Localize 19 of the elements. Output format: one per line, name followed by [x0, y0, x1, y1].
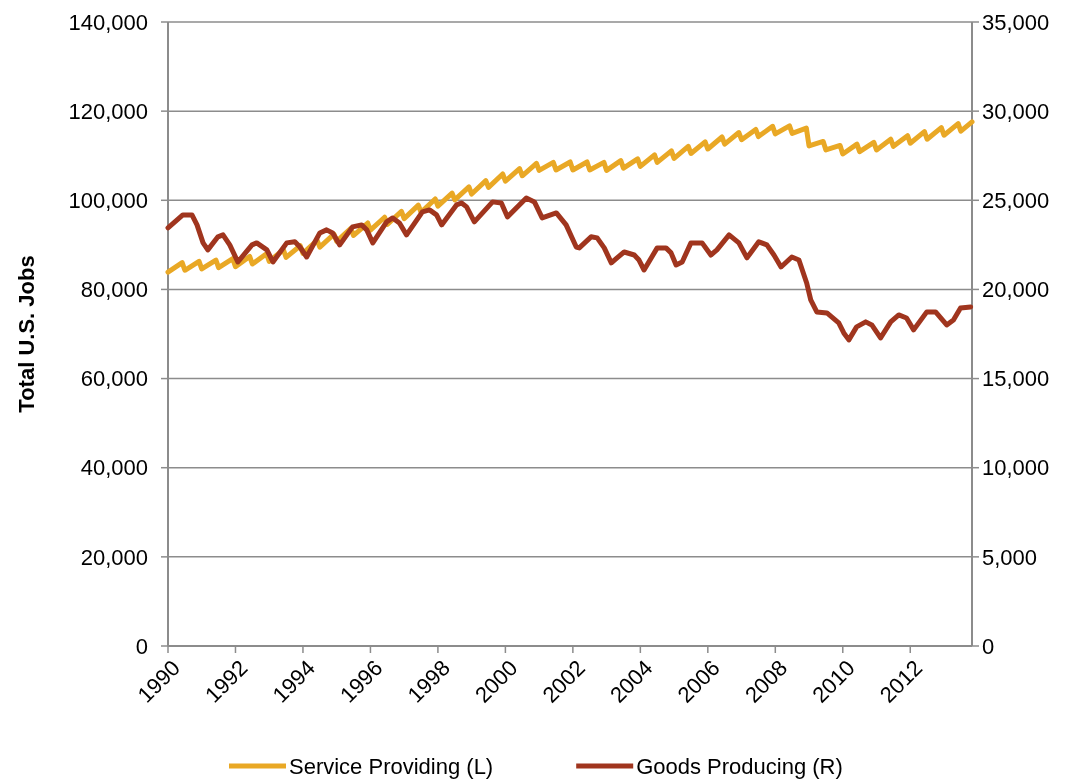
y-tick-label: 0 — [135, 633, 148, 659]
legend-label: Service Providing (L) — [289, 753, 494, 779]
y-tick-label: 20,000 — [80, 544, 148, 570]
y2-tick-label: 10,000 — [982, 455, 1050, 481]
y2-tick-label: 25,000 — [982, 187, 1050, 213]
y2-tick-label: 30,000 — [982, 98, 1050, 124]
y2-tick-label: 35,000 — [982, 9, 1050, 35]
y-tick-label: 60,000 — [80, 366, 148, 392]
y-tick-label: 40,000 — [80, 455, 148, 481]
y-tick-label: 100,000 — [68, 187, 148, 213]
y2-tick-label: 15,000 — [982, 366, 1050, 392]
legend-label: Goods Producing (R) — [636, 753, 843, 779]
y2-tick-label: 20,000 — [982, 277, 1050, 303]
y-tick-label: 120,000 — [68, 98, 148, 124]
y2-tick-label: 0 — [982, 633, 995, 659]
y-axis-title: Total U.S. Jobs — [14, 255, 39, 413]
y-tick-label: 80,000 — [80, 277, 148, 303]
y2-tick-label: 5,000 — [982, 544, 1038, 570]
y-tick-label: 140,000 — [68, 9, 148, 35]
